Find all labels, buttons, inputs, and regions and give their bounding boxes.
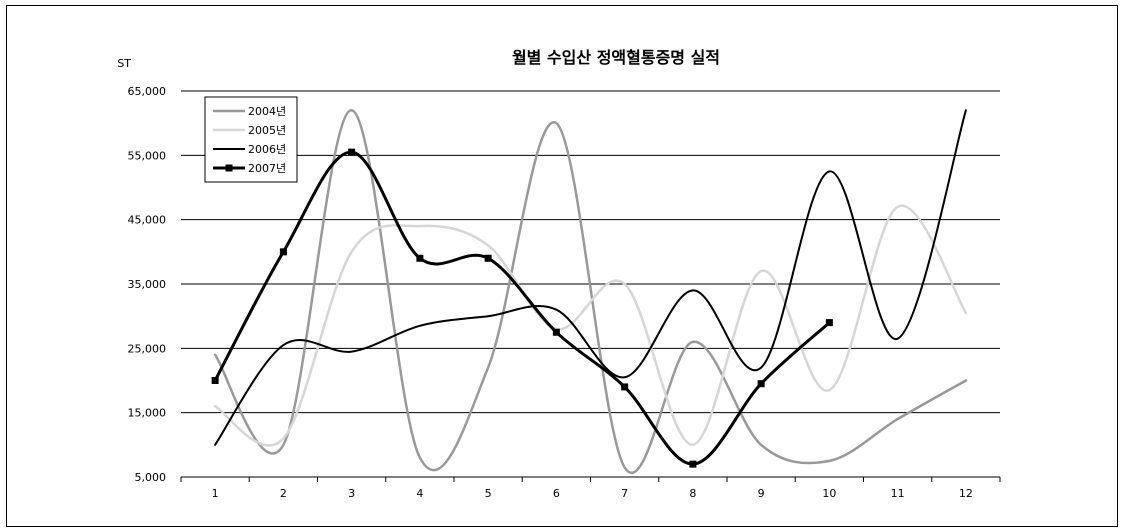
x-tick-label: 10 bbox=[822, 487, 836, 500]
axes: 65,000 55,000 45,000 35,000 25,000 15,000 5,00… bbox=[128, 85, 1001, 500]
series-line-2 bbox=[213, 204, 968, 447]
y-tick-label: 35,000 bbox=[128, 278, 167, 291]
x-tick-label: 2 bbox=[280, 487, 287, 500]
x-tick-label: 4 bbox=[416, 487, 423, 500]
series-line-4 bbox=[213, 150, 831, 466]
data-point-marker bbox=[552, 328, 560, 336]
legend-swatch-marker bbox=[225, 164, 233, 172]
data-point-marker bbox=[348, 148, 356, 156]
y-tick-label: 15,000 bbox=[128, 407, 167, 420]
data-point-marker bbox=[757, 380, 765, 388]
y-tick-label: 65,000 bbox=[128, 85, 167, 98]
data-point-marker bbox=[416, 254, 424, 262]
legend-label: 2004년 bbox=[248, 105, 286, 118]
series-lines bbox=[211, 109, 968, 474]
chart-title: 월별 수입산 정액혈통증명 실적 bbox=[512, 48, 720, 67]
x-tick-label: 8 bbox=[689, 487, 696, 500]
x-tick-label: 5 bbox=[485, 487, 492, 500]
data-point-marker bbox=[825, 319, 833, 327]
legend-label: 2006년 bbox=[248, 143, 286, 156]
data-point-marker bbox=[279, 248, 287, 256]
x-tick-label: 1 bbox=[212, 487, 219, 500]
data-point-marker bbox=[211, 377, 219, 384]
y-tick-label: 5,000 bbox=[135, 471, 167, 484]
x-tick-label: 9 bbox=[758, 487, 765, 500]
y-tick-label: 55,000 bbox=[128, 149, 167, 162]
chart-frame bbox=[6, 5, 1118, 527]
x-tick-label: 11 bbox=[891, 487, 905, 500]
legend-label: 2007년 bbox=[248, 162, 286, 175]
x-tick-label: 12 bbox=[959, 487, 973, 500]
y-tick-label: 25,000 bbox=[128, 342, 167, 355]
legend-label: 2005년 bbox=[248, 124, 286, 137]
x-tick-label: 3 bbox=[348, 487, 355, 500]
x-tick-label: 7 bbox=[621, 487, 628, 500]
y-tick-label: 45,000 bbox=[128, 214, 167, 227]
legend: 2004년 2005년 2006년 2007년 bbox=[204, 96, 298, 183]
y-axis-unit: ST bbox=[117, 57, 131, 70]
series-line-3 bbox=[214, 109, 967, 446]
data-point-marker bbox=[484, 254, 492, 262]
x-tick-label: 6 bbox=[553, 487, 560, 500]
series-line-1 bbox=[213, 109, 968, 474]
data-point-marker bbox=[621, 383, 629, 391]
data-point-marker bbox=[689, 460, 697, 468]
